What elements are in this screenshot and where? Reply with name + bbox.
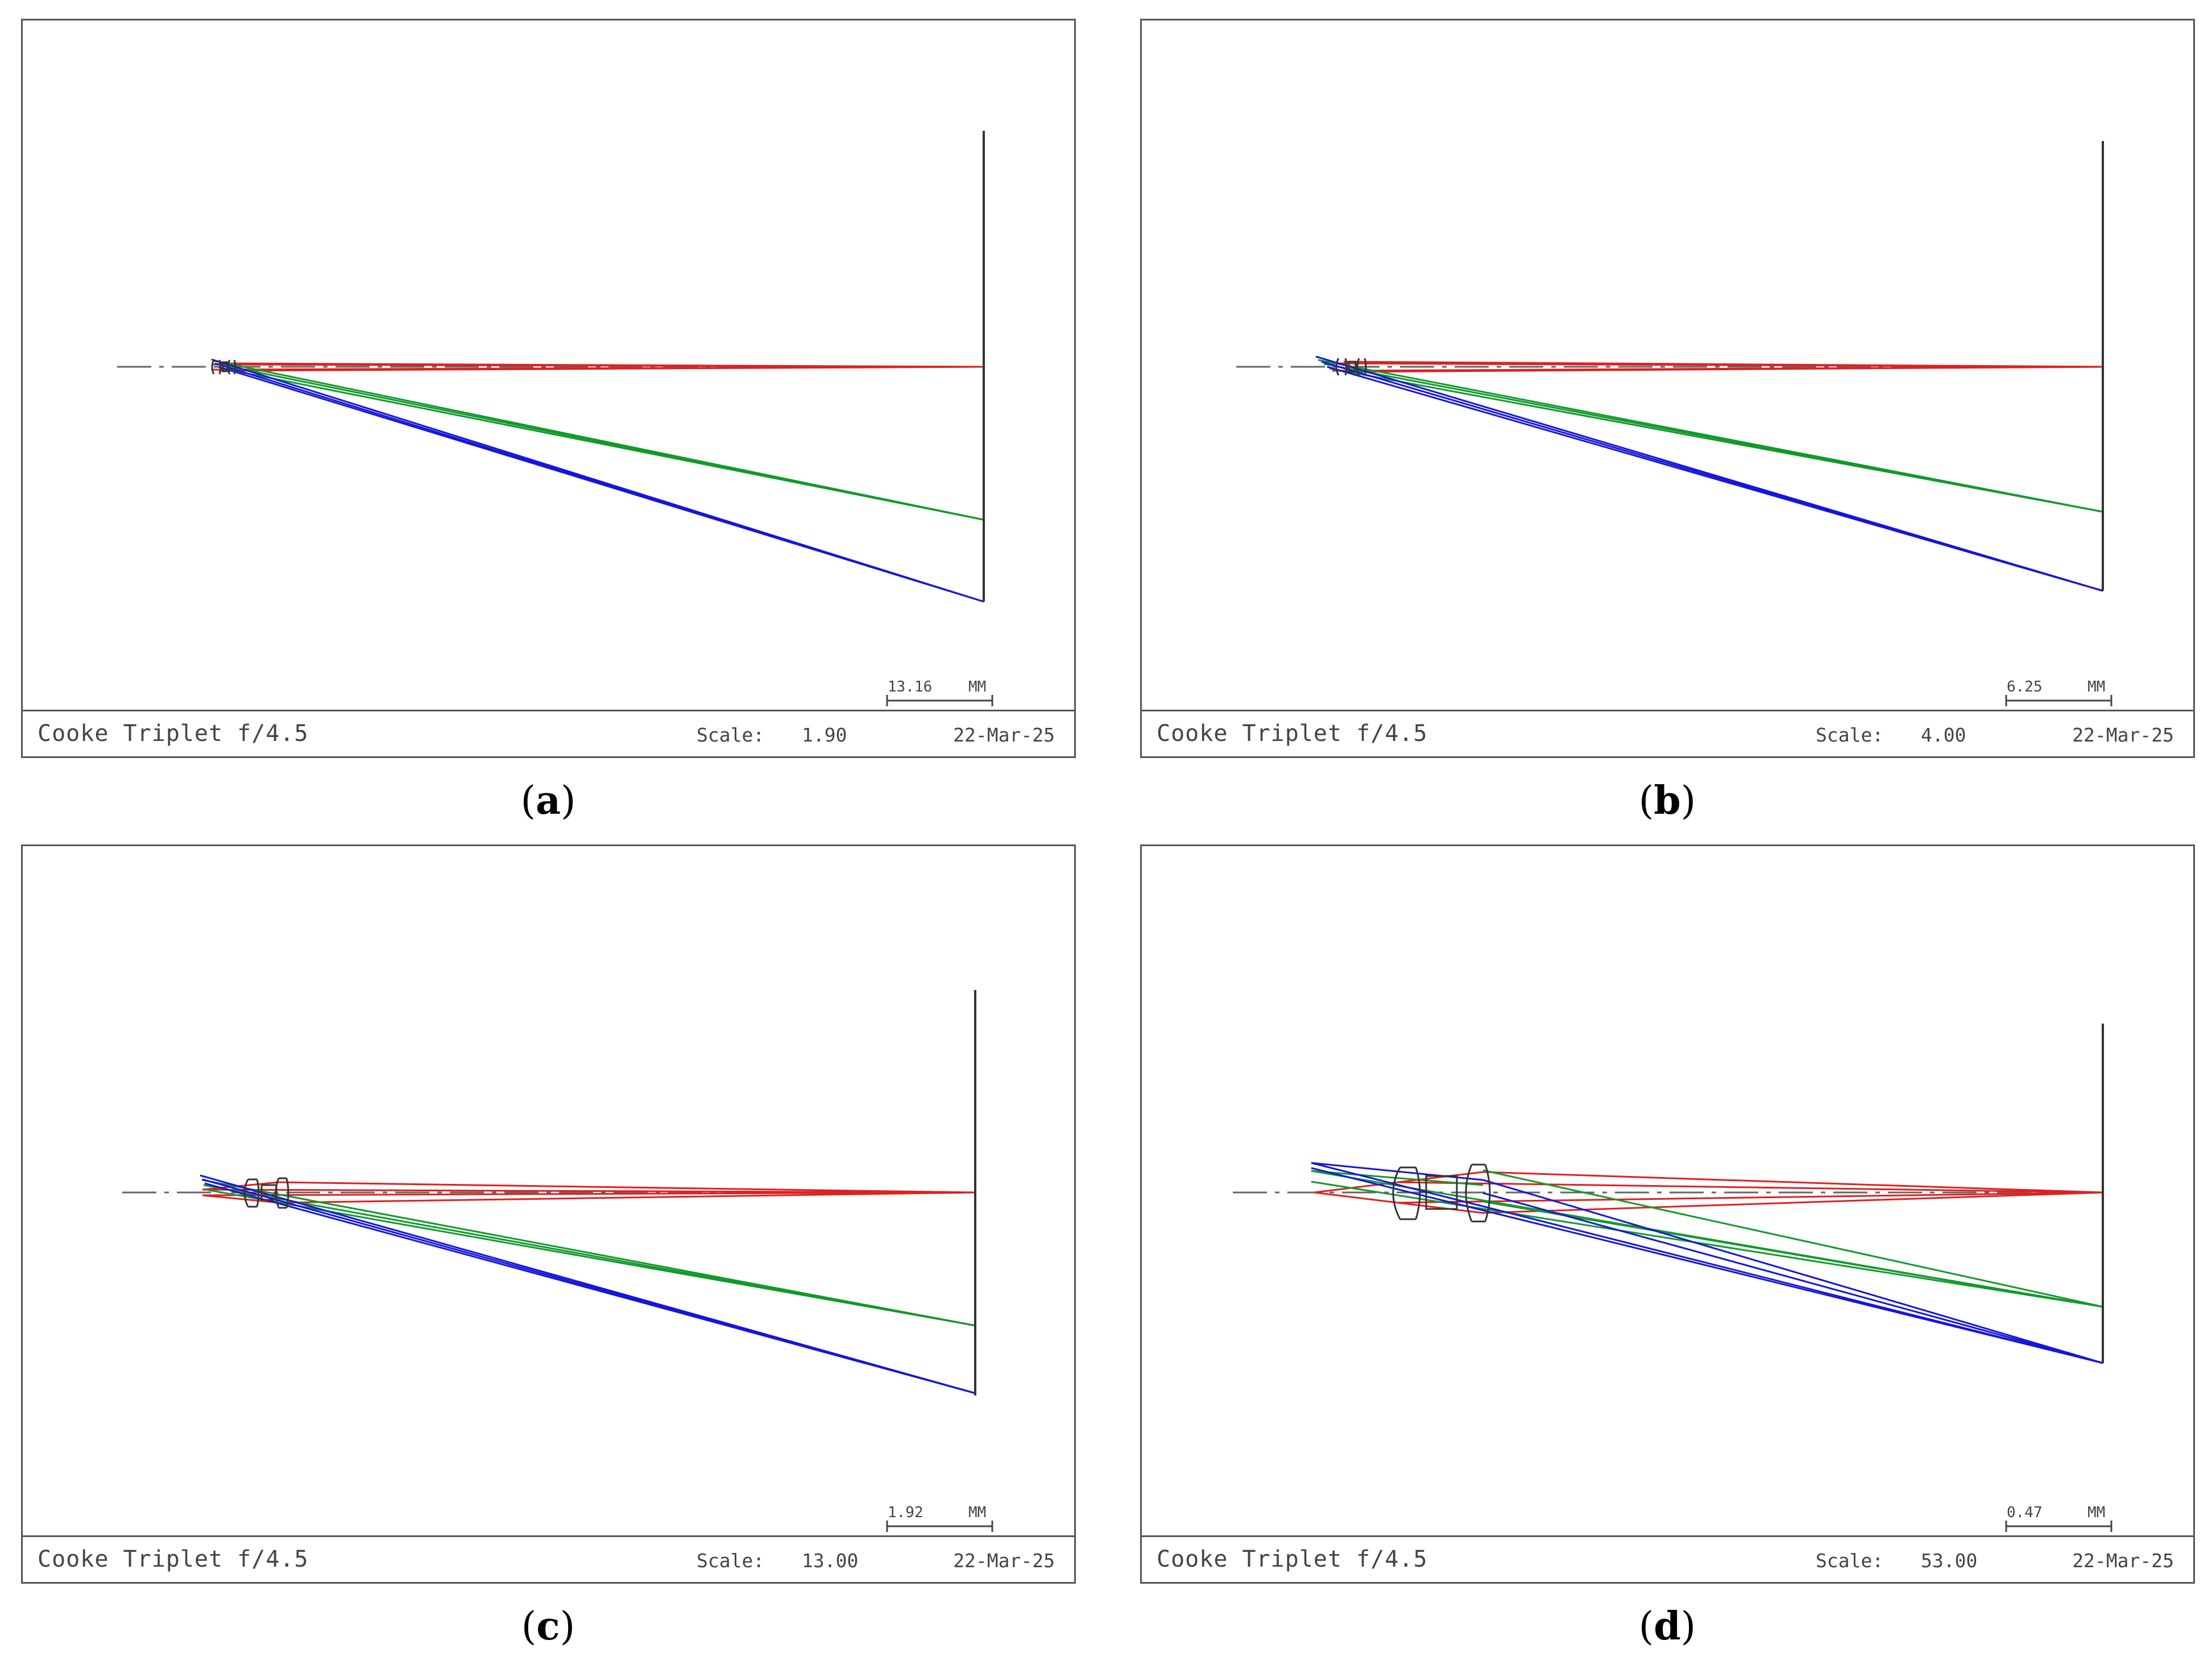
lens-title: Cooke Triplet f/4.5 [38, 720, 309, 747]
scale-bar-value: 6.25 [2007, 678, 2043, 695]
plot-date: 22-Mar-25 [953, 1550, 1055, 1572]
green-ray-bundle [212, 359, 984, 521]
caption-letter: b [1654, 778, 1681, 823]
caption-open: ( [521, 1604, 537, 1649]
green-ray-bundle [201, 1179, 976, 1327]
caption-c: (c) [491, 1604, 605, 1649]
scale-label: Scale: [697, 1550, 765, 1572]
caption-close: ) [1680, 778, 1696, 823]
red-ray-bundle [1332, 361, 2103, 373]
ray-trace-plot-b: 6.25 MM [1236, 141, 2112, 706]
scale-bar: 13.16 MM [886, 678, 993, 706]
plot-footer: Cooke Triplet f/4.5 Scale: 1.90 22-Mar-2… [23, 710, 1074, 756]
lens-title: Cooke Triplet f/4.5 [38, 1546, 309, 1572]
caption-letter: d [1654, 1604, 1681, 1649]
plot-footer: Cooke Triplet f/4.5 Scale: 53.00 22-Mar-… [1142, 1535, 2193, 1582]
plot-footer: Cooke Triplet f/4.5 Scale: 13.00 22-Mar-… [23, 1535, 1074, 1582]
scale-bar: 6.25 MM [2005, 678, 2112, 706]
plot-date: 22-Mar-25 [953, 724, 1055, 746]
caption-open: ( [520, 778, 536, 823]
plot-footer: Cooke Triplet f/4.5 Scale: 4.00 22-Mar-2… [1142, 710, 2193, 756]
red-ray-bundle [211, 362, 984, 372]
lens-group [1392, 1163, 1491, 1223]
blue-ray-bundle [1315, 355, 2103, 592]
green-ray-bundle [1318, 359, 2103, 513]
scale-bar-value: 0.47 [2007, 1504, 2043, 1521]
caption-b: (b) [1610, 778, 1724, 823]
caption-d: (d) [1610, 1604, 1724, 1649]
lens-title: Cooke Triplet f/4.5 [1157, 720, 1428, 747]
layout-panel-a: 13.16 MM Cooke Triplet f/4.5 Scale: 1.90… [21, 19, 1076, 758]
lens-title: Cooke Triplet f/4.5 [1157, 1546, 1428, 1572]
blue-ray-bundle [200, 1174, 976, 1394]
scale-label: Scale: [1816, 1550, 1884, 1572]
scale-label: Scale: [1816, 724, 1884, 746]
scale-bar-unit: MM [2087, 1504, 2105, 1521]
scale-bar: 0.47 MM [2005, 1504, 2112, 1532]
scale-value: 4.00 [1921, 724, 1966, 746]
scale-bar: 1.92 MM [886, 1504, 993, 1532]
scale-bar-value: 13.16 [888, 678, 932, 695]
green-ray-bundle [1311, 1169, 2103, 1308]
scale-value: 53.00 [1921, 1550, 1978, 1572]
lens-group [1335, 358, 1367, 376]
caption-open: ( [1638, 778, 1654, 823]
blue-ray-bundle [211, 358, 984, 603]
ray-trace-plot-d: 0.47 MM [1233, 1024, 2112, 1532]
caption-open: ( [1638, 1604, 1654, 1649]
scale-value: 13.00 [802, 1550, 859, 1572]
scale-bar-value: 1.92 [888, 1504, 923, 1521]
scale-label: Scale: [697, 724, 765, 746]
scale-bar-unit: MM [2087, 678, 2105, 695]
ray-trace-plot-a: 13.16 MM [117, 131, 993, 706]
blue-ray-bundle [1311, 1162, 2103, 1364]
caption-a: (a) [491, 778, 605, 823]
scale-value: 1.90 [802, 724, 847, 746]
scale-bar-unit: MM [968, 678, 986, 695]
layout-panel-c: 1.92 MM Cooke Triplet f/4.5 Scale: 13.00… [21, 844, 1076, 1584]
caption-close: ) [561, 778, 576, 823]
ray-trace-plot-c: 1.92 MM [122, 990, 993, 1532]
layout-panel-b: 6.25 MM Cooke Triplet f/4.5 Scale: 4.00 … [1140, 19, 2195, 758]
lens-group [243, 1177, 289, 1209]
plot-date: 22-Mar-25 [2072, 724, 2174, 746]
caption-letter: a [535, 778, 561, 823]
plot-date: 22-Mar-25 [2072, 1550, 2174, 1572]
scale-bar-unit: MM [968, 1504, 986, 1521]
caption-letter: c [536, 1604, 560, 1649]
caption-close: ) [1680, 1604, 1696, 1649]
lens-group [211, 359, 237, 375]
layout-panel-d: 0.47 MM Cooke Triplet f/4.5 Scale: 53.00… [1140, 844, 2195, 1584]
caption-close: ) [560, 1604, 575, 1649]
